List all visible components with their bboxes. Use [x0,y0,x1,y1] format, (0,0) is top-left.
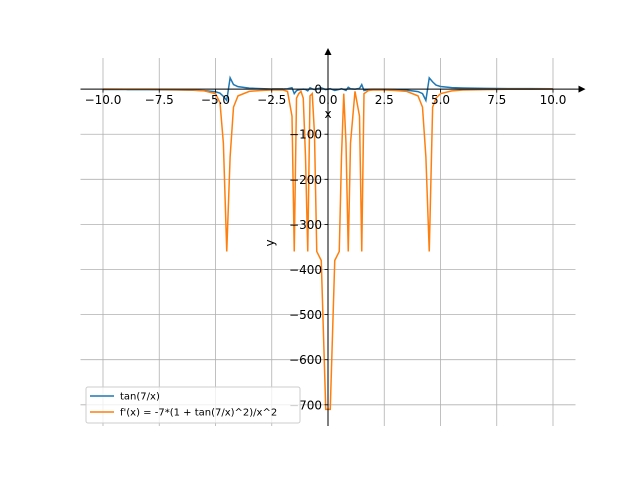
y-axis-arrow [324,48,332,55]
y-tick-label: −200 [289,173,322,187]
series-line [102,88,554,411]
x-tick-label: 10.0 [540,93,567,107]
legend-label: f'(x) = -7*(1 + tan(7/x)^2)/x^2 [120,408,277,419]
y-axis-label: y [263,239,277,246]
x-tick-label: −2.5 [257,93,286,107]
legend-label: tan(7/x) [120,392,160,403]
x-tick-label: −10.0 [85,93,122,107]
y-tick-label: −400 [289,263,322,277]
x-tick-label: −7.5 [145,93,174,107]
legend-box [85,386,301,424]
x-axis-arrow [578,85,586,93]
y-tick-label: −300 [289,218,322,232]
legend: tan(7/x) f'(x) = -7*(1 + tan(7/x)^2)/x^2 [85,386,301,424]
x-tick-label: 7.5 [487,93,506,107]
x-tick-label: −5.0 [201,93,230,107]
y-tick-label: −500 [289,308,322,322]
y-tick-label: −600 [289,353,322,367]
y-tick-label: −100 [289,128,322,142]
x-axis-label: x [324,107,331,121]
x-tick-label: 5.0 [431,93,450,107]
x-tick-label: 2.5 [375,93,394,107]
axes: −10.0 −7.5 −5.0 −2.5 0.0 2.5 5.0 7.5 10.0−700−60… [80,48,586,426]
